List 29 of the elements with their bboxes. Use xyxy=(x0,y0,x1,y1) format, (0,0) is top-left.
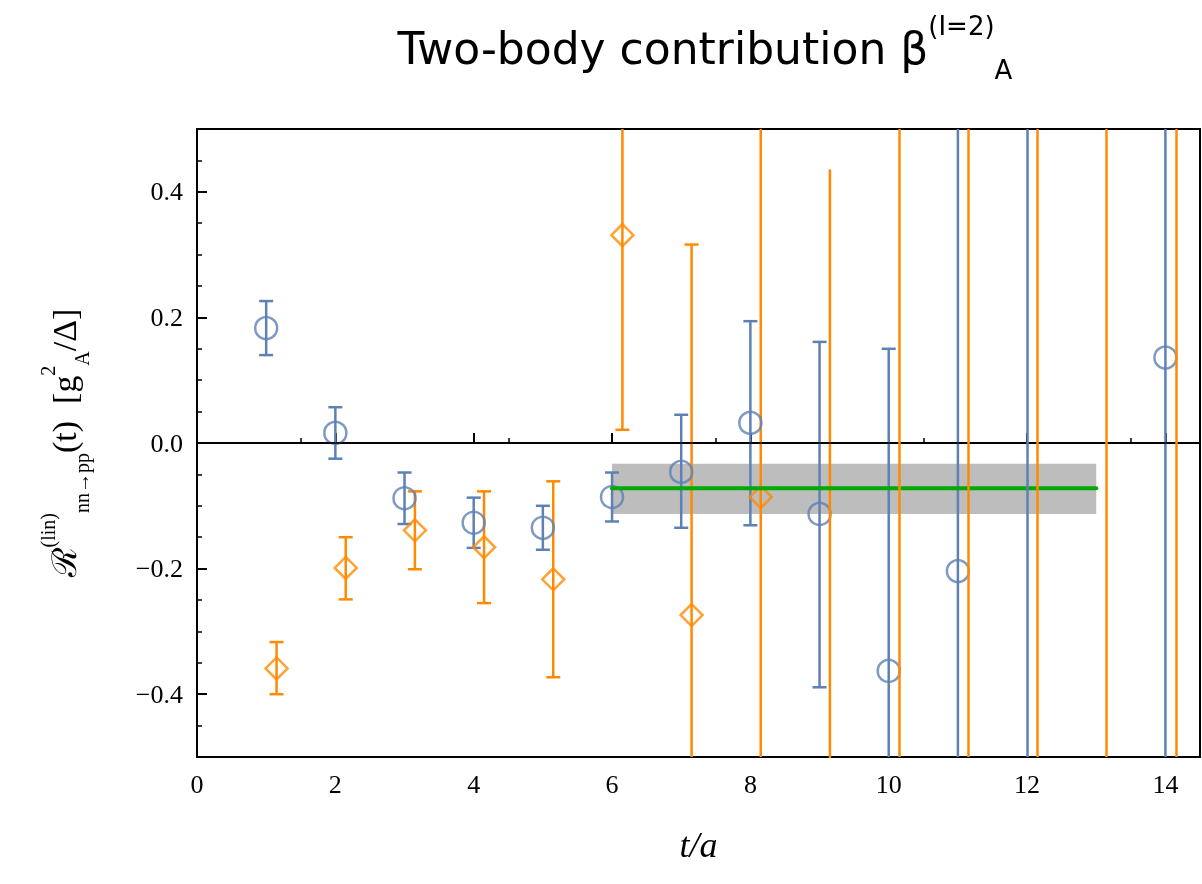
x-tick-label: 0 xyxy=(190,769,204,799)
y-tick-label: −0.4 xyxy=(135,679,183,709)
y-tick-label: 0.4 xyxy=(150,177,183,207)
point xyxy=(392,486,417,511)
point xyxy=(333,555,358,581)
point xyxy=(461,510,486,535)
x-tick-label: 6 xyxy=(605,769,619,799)
y-tick-label: 0.0 xyxy=(150,428,183,458)
point xyxy=(679,602,704,628)
x-tick-label: 8 xyxy=(743,769,757,799)
point xyxy=(253,315,279,341)
point xyxy=(264,656,289,681)
point xyxy=(610,222,635,248)
x-tick-label: 12 xyxy=(1014,769,1041,799)
y-tick-label: −0.2 xyxy=(135,554,183,584)
point xyxy=(668,459,694,485)
y-axis-title: ℛ(lin)nn→pp(t) [g2A/Δ] xyxy=(36,308,94,579)
y-tick-label: 0.2 xyxy=(150,302,183,332)
x-tick-label: 2 xyxy=(328,769,342,799)
point xyxy=(471,535,497,560)
point xyxy=(402,518,428,543)
x-tick-label: 14 xyxy=(1152,769,1179,799)
point xyxy=(530,515,556,541)
x-tick-label: 4 xyxy=(467,769,481,799)
x-axis-title: t/a xyxy=(679,825,718,865)
point xyxy=(540,567,566,592)
x-tick-label: 10 xyxy=(875,769,902,799)
point xyxy=(738,410,763,436)
point xyxy=(323,420,348,446)
